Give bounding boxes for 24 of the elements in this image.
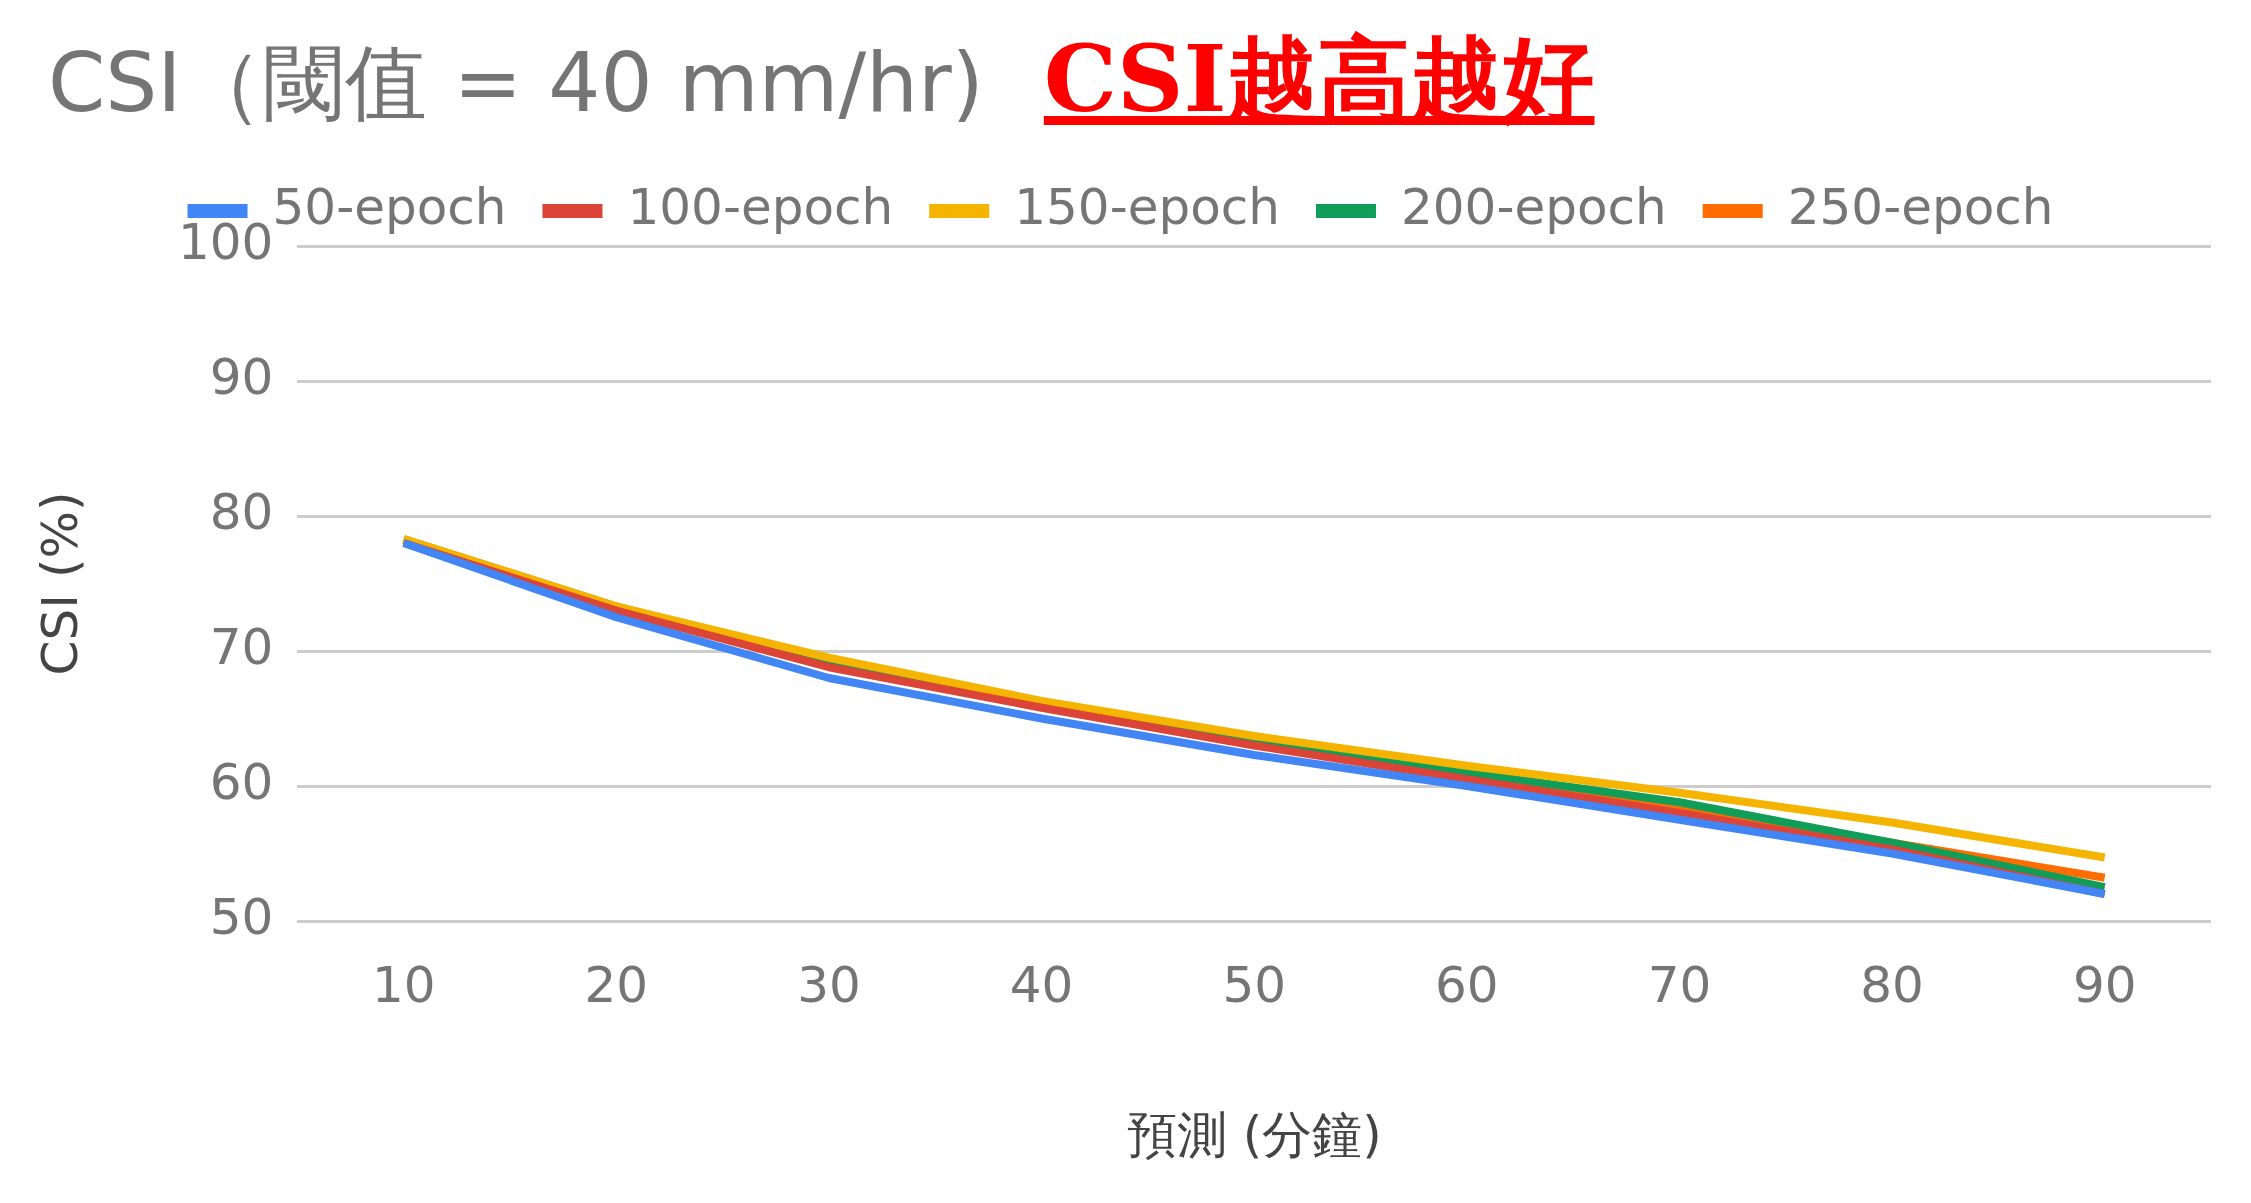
legend-label: 150-epoch — [1014, 177, 1280, 236]
x-tick-label: 80 — [1860, 955, 1924, 1014]
legend-label: 50-epoch — [272, 177, 507, 236]
y-tick-label: 90 — [209, 347, 274, 406]
y-tick-label: 80 — [209, 482, 274, 541]
legend-label: 100-epoch — [627, 177, 894, 236]
y-tick-label: 60 — [209, 752, 274, 811]
x-tick-label: 10 — [371, 955, 436, 1014]
x-tick-label: 50 — [1222, 955, 1287, 1014]
x-tick-label: 30 — [797, 955, 861, 1014]
y-tick-label: 50 — [209, 887, 274, 946]
x-tick-label: 60 — [1435, 955, 1499, 1014]
x-tick-label: 40 — [1009, 955, 1074, 1014]
x-tick-label: 70 — [1647, 955, 1712, 1014]
y-axis-title: CSI (%) — [30, 491, 89, 676]
x-tick-label: 20 — [584, 955, 649, 1014]
chart-subtitle: CSI越高越好 — [1043, 25, 1595, 133]
y-tick-label: 70 — [209, 617, 274, 676]
x-axis-title: 預測 (分鐘) — [1126, 1105, 1382, 1164]
x-tick-label: 90 — [2072, 955, 2137, 1014]
y-tick-label: 100 — [178, 212, 274, 271]
legend-label: 250-epoch — [1787, 177, 2054, 236]
chart-title: CSI（閾值 = 40 mm/hr) — [48, 35, 984, 130]
legend-label: 200-epoch — [1400, 177, 1667, 236]
